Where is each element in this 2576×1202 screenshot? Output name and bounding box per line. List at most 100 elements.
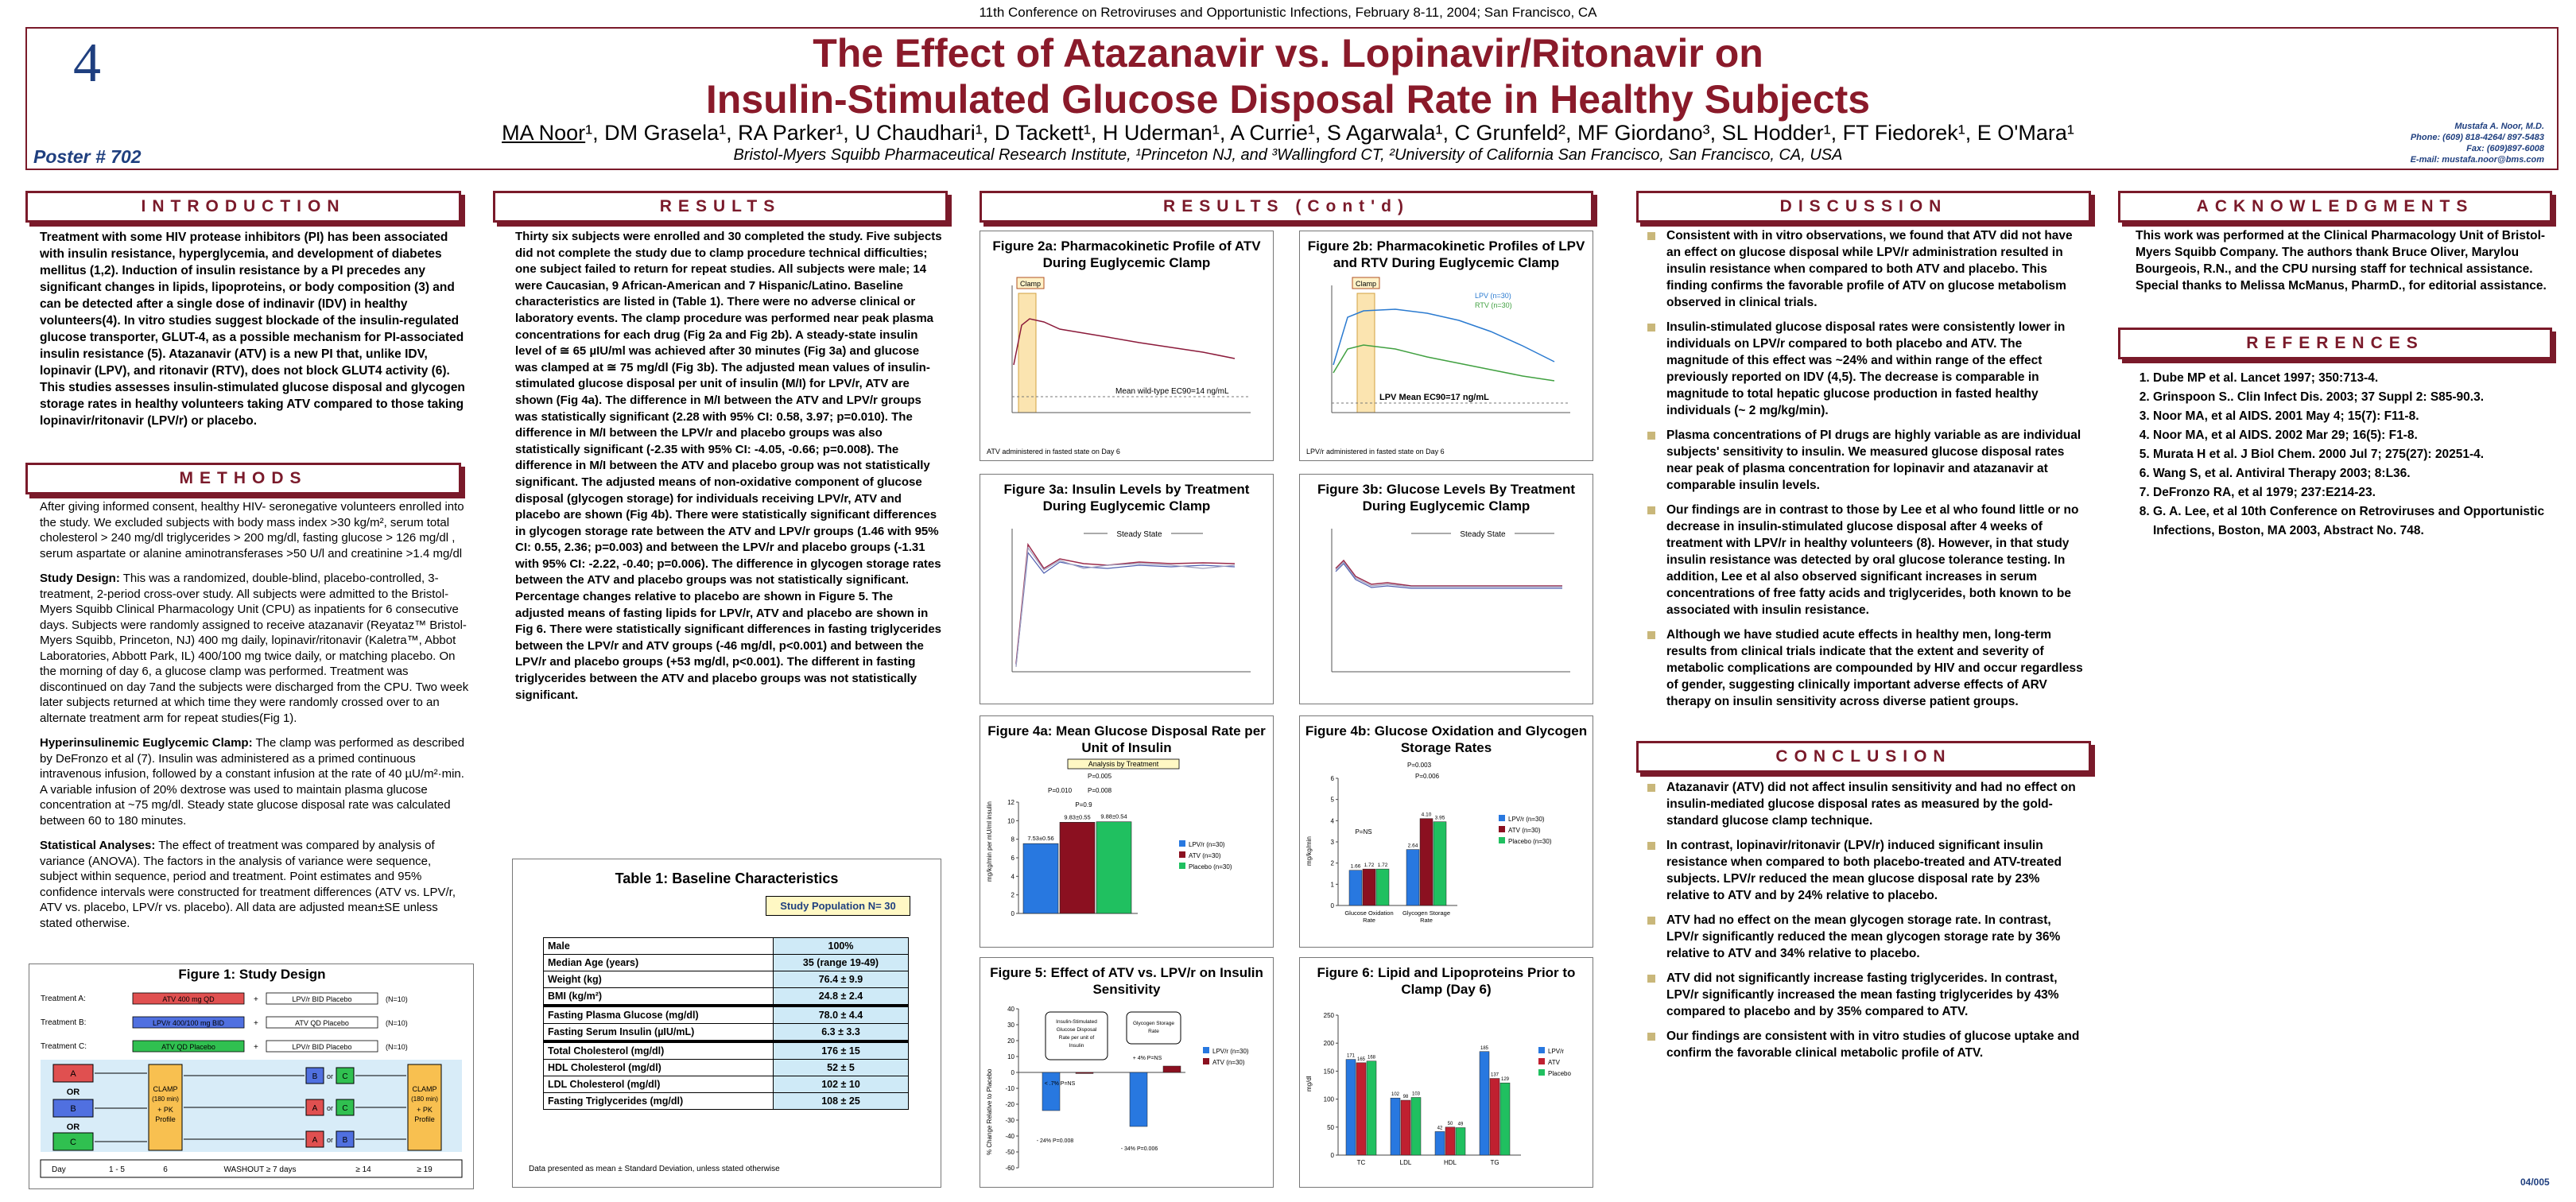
legend-label: Placebo (n=30) [1189, 863, 1232, 870]
reference-item: Wang S, et al. Antiviral Therapy 2003; 8… [2153, 464, 2549, 483]
table-cell-label: Fasting Serum Insulin (µIU/mL) [543, 1023, 774, 1042]
legend-swatch [1499, 837, 1505, 843]
data-label: 165 [1357, 1057, 1366, 1062]
table-row: BMI (kg/m²) 24.8 ± 2.4 [543, 987, 909, 1006]
conclusion-list: Atazanavir (ATV) did not affect insulin … [1644, 779, 2086, 1069]
references-header: REFERENCES [2118, 328, 2552, 359]
table-row: Median Age (years) 35 (range 19-49) [543, 954, 909, 971]
data-label: 1.72 [1378, 863, 1388, 868]
treatment-row-c: Treatment C: ATV QD Placebo + LPV/r BID … [41, 1040, 408, 1053]
table-cell-label: Weight (kg) [543, 971, 774, 988]
timeline: Day 1 - 5 6 WASHOUT ≥ 7 days ≥ 14 ≥ 19 [40, 1159, 463, 1178]
data-label: 1.72 [1364, 863, 1375, 868]
y-tick-label: 250 [1324, 1012, 1335, 1019]
table-1-footnote: Data presented as mean ± Standard Deviat… [529, 1165, 780, 1173]
figure-3a-chart: Steady State [1011, 528, 1251, 673]
header-frame [25, 27, 2559, 170]
reference-item: Murata H et al. J Biol Chem. 2000 Jul 7;… [2153, 445, 2549, 464]
data-label: 9.83±0.55 [1064, 813, 1090, 820]
svg-text:LPV Mean EC90=17 ng/mL: LPV Mean EC90=17 ng/mL [1379, 393, 1489, 402]
data-label: 137 [1491, 1073, 1499, 1078]
co-authors: ¹, DM Grasela¹, RA Parker¹, U Chaudhari¹… [585, 121, 2074, 145]
svg-text:+: + [254, 995, 258, 1004]
bar [1410, 1097, 1422, 1156]
svg-text:ATV QD Placebo: ATV QD Placebo [161, 1043, 215, 1051]
methods-study-design: Study Design: This was a randomized, dou… [40, 572, 469, 725]
bar [1455, 1127, 1466, 1156]
contact-fax: Fax: (609)897-6008 [2466, 144, 2544, 153]
figure-2a-title: Figure 2a: Pharmacokinetic Profile of AT… [992, 238, 1261, 270]
data-label: 98 [1403, 1095, 1409, 1099]
table-cell-value: 108 ± 25 [773, 1092, 909, 1110]
figure-2b-chart: Clamp LPV Mean EC90=17 ng/mL LPV (n=30) … [1306, 277, 1570, 456]
y-tick-label: 200 [1324, 1040, 1335, 1047]
y-tick-label: 4 [1331, 817, 1335, 824]
legend-label: LPV/r (n=30) [1508, 816, 1545, 823]
svg-text:C: C [342, 1072, 347, 1081]
x-tick-label: Glycogen Storage [1402, 909, 1450, 917]
y-tick-label: 10 [1007, 1053, 1014, 1060]
legend-swatch [1179, 840, 1185, 847]
reference-item: Grinspoon S.. Clin Infect Dis. 2003; 37 … [2153, 388, 2549, 407]
conclusion-item: In contrast, lopinavir/ritonavir (LPV/r)… [1644, 837, 2086, 904]
table-row: Fasting Serum Insulin (µIU/mL) 6.3 ± 3.3 [543, 1023, 909, 1042]
figure-4b-title: Figure 4b: Glucose Oxidation and Glycoge… [1305, 723, 1588, 755]
bar [1499, 1082, 1511, 1156]
title-line-1: The Effect of Atazanavir vs. Lopinavir/R… [813, 31, 1763, 76]
y-tick-label: 4 [1011, 873, 1015, 880]
data-label: - 24% P=0.008 [1037, 1138, 1074, 1144]
legend-label: Placebo (n=30) [1508, 838, 1552, 845]
data-label: < .7% P=NS [1045, 1081, 1076, 1087]
y-tick-label: 40 [1007, 1006, 1014, 1013]
svg-text:B: B [312, 1072, 318, 1081]
bar [1434, 1131, 1445, 1156]
table-cell-label: HDL Cholesterol (mg/dl) [543, 1059, 774, 1076]
bar [1059, 822, 1096, 914]
conclusion-item: Atazanavir (ATV) did not affect insulin … [1644, 779, 2086, 829]
methods-statistics: Statistical Analyses: The effect of trea… [40, 839, 456, 930]
authors: MA Noor¹, DM Grasela¹, RA Parker¹, U Cha… [334, 121, 2242, 145]
table-cell-label: Median Age (years) [543, 954, 774, 971]
bar [1406, 849, 1420, 906]
table-1-header: Study Population N= 30 [766, 896, 910, 916]
figure-3b-chart: Steady State [1331, 528, 1570, 673]
svg-text:LPV/r BID Placebo: LPV/r BID Placebo [292, 995, 351, 1003]
bar [1162, 1065, 1181, 1073]
table-cell-label: Male [543, 937, 774, 955]
x-tick-label: HDL [1444, 1159, 1457, 1166]
data-label: 7.53±0.56 [1027, 835, 1053, 842]
conference-line: 11th Conference on Retroviruses and Oppo… [979, 5, 1597, 20]
poster-number-big: 4 [73, 33, 101, 94]
bar [1042, 1072, 1061, 1111]
contact-phone: Phone: (609) 818-4264/ 897-5483 [2410, 133, 2544, 142]
svg-text:A: A [70, 1069, 76, 1079]
discussion-header: DISCUSSION [1636, 191, 2091, 223]
data-label: 42 [1437, 1126, 1443, 1130]
svg-text:1 - 5: 1 - 5 [109, 1165, 125, 1174]
reference-item: Noor MA, et al AIDS. 2001 May 4; 15(7): … [2153, 407, 2549, 426]
annotation: P=0.010 [1048, 787, 1073, 794]
footer-code: 04/005 [2520, 1177, 2550, 1188]
svg-text:Clamp: Clamp [1356, 280, 1376, 288]
y-tick-label: -20 [1005, 1101, 1014, 1108]
table-cell-label: LDL Cholesterol (mg/dl) [543, 1076, 774, 1093]
x-tick-label: Rate [1420, 917, 1433, 924]
acknowledgments-header: ACKNOWLEDGMENTS [2118, 191, 2552, 223]
bar [1400, 1099, 1411, 1156]
methods-header: METHODS [25, 463, 461, 494]
table-cell-value: 52 ± 5 [773, 1059, 909, 1076]
legend-swatch [1203, 1047, 1209, 1053]
svg-text:or: or [327, 1072, 333, 1080]
legend-swatch [1499, 826, 1505, 832]
bar [1075, 1072, 1094, 1074]
bar [1129, 1072, 1148, 1127]
title-line-2: Insulin-Stimulated Glucose Disposal Rate… [705, 77, 1871, 122]
svg-text:(N=10): (N=10) [386, 1019, 408, 1027]
introduction-text: Treatment with some HIV protease inhibit… [40, 231, 465, 428]
table-cell-label: BMI (kg/m²) [543, 987, 774, 1006]
x-tick-label: Glucose Disposal [1057, 1027, 1097, 1033]
data-label: 50 [1448, 1122, 1453, 1126]
methods-clamp: Hyperinsulinemic Euglycemic Clamp: The c… [40, 736, 465, 828]
bar [1489, 1078, 1500, 1156]
table-cell-value: 76.4 ± 9.9 [773, 971, 909, 988]
